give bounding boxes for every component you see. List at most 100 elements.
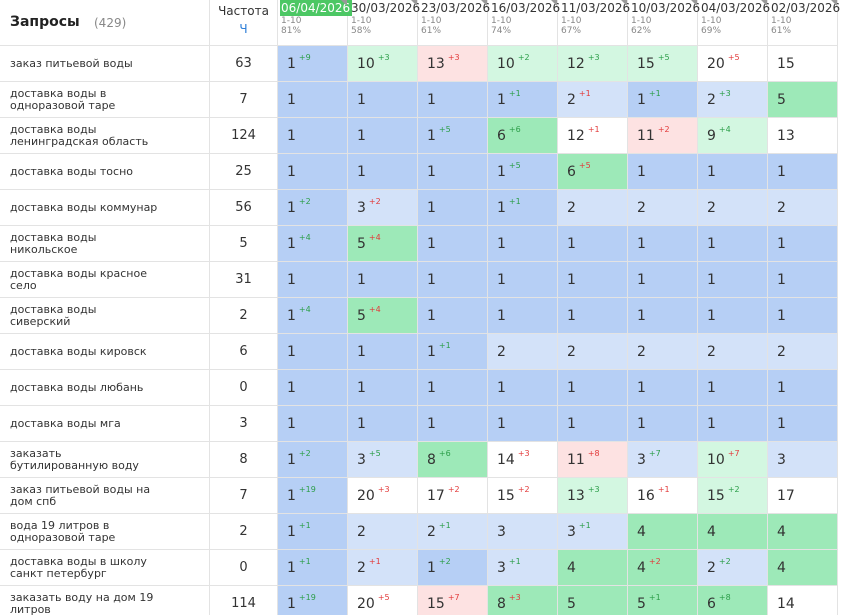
position-cell: 1 bbox=[558, 226, 628, 262]
position-cell: 2 bbox=[558, 334, 628, 370]
date-label: 04/03/2026 bbox=[701, 1, 771, 15]
position-delta: +3 bbox=[377, 485, 390, 494]
position-value: 10 bbox=[497, 55, 515, 72]
position-value: 1 bbox=[567, 235, 576, 252]
position-cell: 3 +1 bbox=[558, 514, 628, 550]
date-percent: 67% bbox=[561, 26, 582, 36]
position-cell: 4 bbox=[768, 514, 838, 550]
query-cell: доставка воды коммунар bbox=[0, 190, 210, 226]
position-delta: +5 bbox=[368, 449, 381, 458]
position-value: 1 bbox=[637, 91, 646, 108]
position-cell: 15 +2 bbox=[698, 478, 768, 514]
date-header: 02/03/2026 1-10 61% bbox=[768, 0, 840, 46]
position-cell: 1 +9 bbox=[278, 46, 348, 82]
date-range: 1-10 bbox=[701, 16, 722, 26]
position-delta: +2 bbox=[298, 449, 311, 458]
position-value: 15 bbox=[497, 487, 515, 504]
position-value: 4 bbox=[637, 559, 646, 576]
date-range: 1-10 bbox=[631, 16, 652, 26]
position-cell: 1 bbox=[768, 262, 838, 298]
date-percent: 61% bbox=[771, 26, 792, 36]
query-cell: доставка воды сиверский bbox=[0, 298, 210, 334]
position-cell: 5 bbox=[558, 586, 628, 615]
position-delta: +1 bbox=[587, 125, 600, 134]
position-delta: +5 bbox=[727, 53, 740, 62]
position-cell: 6 +8 bbox=[698, 586, 768, 615]
position-cell: 1 bbox=[348, 82, 418, 118]
position-value: 15 bbox=[637, 55, 655, 72]
position-delta: +5 bbox=[377, 593, 390, 602]
position-value: 1 bbox=[427, 235, 436, 252]
position-value: 3 bbox=[497, 559, 506, 576]
position-value: 1 bbox=[567, 379, 576, 396]
position-cell: 1 bbox=[418, 190, 488, 226]
position-cell: 2 +1 bbox=[348, 550, 418, 586]
position-value: 8 bbox=[427, 451, 436, 468]
position-cell: 1 bbox=[348, 370, 418, 406]
position-value: 1 bbox=[777, 163, 786, 180]
position-value: 2 bbox=[777, 343, 786, 360]
position-cell: 15 bbox=[768, 46, 838, 82]
position-cell: 1 +1 bbox=[278, 514, 348, 550]
position-value: 4 bbox=[777, 523, 786, 540]
position-value: 1 bbox=[287, 91, 296, 108]
position-delta: +8 bbox=[718, 593, 731, 602]
position-cell: 15 +2 bbox=[488, 478, 558, 514]
date-header: 04/03/2026 1-10 69% bbox=[698, 0, 770, 46]
query-cell: заказ питьевой воды на дом спб bbox=[0, 478, 210, 514]
position-delta: +3 bbox=[447, 53, 460, 62]
position-delta: +3 bbox=[587, 485, 600, 494]
position-value: 1 bbox=[777, 235, 786, 252]
position-value: 1 bbox=[707, 163, 716, 180]
position-delta: +1 bbox=[438, 521, 451, 530]
position-cell: 2 bbox=[628, 334, 698, 370]
freq-cell: 0 bbox=[210, 550, 278, 586]
position-delta: +3 bbox=[377, 53, 390, 62]
position-cell: 5 +4 bbox=[348, 226, 418, 262]
position-value: 20 bbox=[357, 595, 375, 612]
date-header: 10/03/2026 1-10 62% bbox=[628, 0, 700, 46]
position-cell: 4 bbox=[768, 550, 838, 586]
position-value: 1 bbox=[287, 271, 296, 288]
query-count: (429) bbox=[94, 16, 127, 30]
position-value: 6 bbox=[707, 595, 716, 612]
position-cell: 1 +2 bbox=[278, 190, 348, 226]
position-cell: 1 bbox=[698, 406, 768, 442]
position-value: 1 bbox=[287, 163, 296, 180]
position-value: 1 bbox=[427, 127, 436, 144]
position-value: 13 bbox=[567, 487, 585, 504]
position-value: 2 bbox=[567, 199, 576, 216]
query-text: доставка воды мга bbox=[10, 416, 121, 430]
date-label: 11/03/2026 bbox=[561, 1, 631, 15]
position-cell: 1 +1 bbox=[628, 82, 698, 118]
position-cell: 1 bbox=[278, 370, 348, 406]
position-cell: 1 bbox=[418, 298, 488, 334]
position-value: 1 bbox=[287, 379, 296, 396]
query-cell: вода 19 литров в одноразовой таре bbox=[0, 514, 210, 550]
position-cell: 1 bbox=[558, 406, 628, 442]
position-cell: 1 +5 bbox=[488, 154, 558, 190]
position-cell: 6 +5 bbox=[558, 154, 628, 190]
freq-cell: 6 bbox=[210, 334, 278, 370]
position-value: 1 bbox=[497, 271, 506, 288]
position-value: 2 bbox=[637, 199, 646, 216]
position-value: 1 bbox=[497, 91, 506, 108]
query-text: доставка воды ленинградская область bbox=[10, 122, 149, 148]
position-cell: 1 bbox=[418, 154, 488, 190]
freq-sub[interactable]: Ч bbox=[239, 22, 248, 36]
position-cell: 3 +1 bbox=[488, 550, 558, 586]
position-cell: 1 +1 bbox=[488, 190, 558, 226]
position-cell: 1 bbox=[768, 298, 838, 334]
position-delta: +9 bbox=[298, 53, 311, 62]
position-value: 5 bbox=[777, 91, 786, 108]
position-value: 2 bbox=[427, 523, 436, 540]
position-value: 12 bbox=[567, 127, 585, 144]
date-label: 30/03/2026 bbox=[351, 1, 421, 15]
position-value: 5 bbox=[357, 235, 366, 252]
position-value: 4 bbox=[637, 523, 646, 540]
date-range: 1-10 bbox=[281, 16, 302, 26]
position-value: 3 bbox=[777, 451, 786, 468]
date-range: 1-10 bbox=[771, 16, 792, 26]
position-value: 14 bbox=[777, 595, 795, 612]
